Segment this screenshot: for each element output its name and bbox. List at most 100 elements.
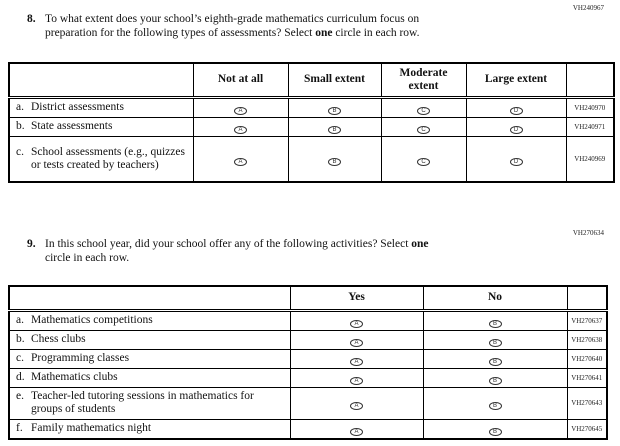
answer-bubble-small-extent[interactable]: B xyxy=(328,125,341,134)
option-cell: B xyxy=(422,418,568,439)
table-2-header-no: No xyxy=(422,285,568,312)
answer-bubble-yes[interactable]: A xyxy=(350,319,363,328)
row-label-cell: b. Chess clubs xyxy=(8,329,291,350)
row-item-code: VH240971 xyxy=(565,116,615,137)
table-1-header-small-extent: Small extent xyxy=(287,62,382,99)
table-1-header-moderate-extent: Moderate extent xyxy=(380,62,467,99)
row-label: School assessments (e.g., quizzes or tes… xyxy=(31,145,185,171)
row-letter: b. xyxy=(16,120,25,132)
option-cell: A xyxy=(289,418,424,439)
answer-bubble-small-extent[interactable]: B xyxy=(328,157,341,166)
table-row-teacher-led-tutoring: e. Teacher-led tutoring sessions in mathe… xyxy=(8,386,608,420)
row-label-cell: c. Programming classes xyxy=(8,348,291,369)
option-cell: B xyxy=(422,309,568,331)
answer-bubble-no[interactable]: B xyxy=(488,427,502,436)
row-item-code: VH270645 xyxy=(566,418,608,439)
option-cell: B xyxy=(422,348,568,369)
table-row-state-assessments: b. State assessments A B C D VH240971 xyxy=(8,116,615,137)
option-cell: C xyxy=(380,116,467,137)
answer-bubble-no[interactable]: B xyxy=(488,376,502,385)
option-cell: B xyxy=(287,96,382,118)
answer-bubble-large-extent[interactable]: D xyxy=(509,125,523,134)
option-cell: B xyxy=(422,367,568,388)
table-row-mathematics-competitions: a. Mathematics competitions A B VH270637 xyxy=(8,309,608,331)
row-label-cell: e. Teacher-led tutoring sessions in mathe… xyxy=(8,386,291,420)
answer-bubble-moderate-extent[interactable]: C xyxy=(417,106,430,115)
question-8-text: To what extent does your school’s eighth… xyxy=(45,13,550,40)
question-text-segment: circle in each row. xyxy=(332,26,420,39)
question-text-segment: To what extent does your school’s eighth… xyxy=(45,13,420,25)
answer-bubble-not-at-all[interactable]: A xyxy=(234,125,247,134)
option-cell: D xyxy=(465,96,567,118)
row-letter: f. xyxy=(16,422,23,434)
row-label: District assessments xyxy=(31,101,124,113)
question-9-line: 9. In this school year, did your school … xyxy=(0,238,613,265)
answer-bubble-no[interactable]: B xyxy=(488,402,502,410)
row-label: Programming classes xyxy=(31,352,130,364)
answer-bubble-no[interactable]: B xyxy=(488,357,502,366)
table-2-empty-corner-cell xyxy=(8,285,291,312)
table-row-school-assessments: c. School assessments (e.g., quizzes or t… xyxy=(8,135,615,183)
answer-bubble-yes[interactable]: A xyxy=(350,357,363,366)
answer-bubble-large-extent[interactable]: D xyxy=(509,157,523,166)
option-cell: A xyxy=(289,329,424,350)
row-item-code: VH270638 xyxy=(566,329,608,350)
question-8-answer-table: Not at all Small extent Moderate extent … xyxy=(8,62,615,183)
option-cell: C xyxy=(380,135,467,183)
answer-bubble-yes[interactable]: A xyxy=(350,402,363,410)
answer-bubble-moderate-extent[interactable]: C xyxy=(417,157,430,166)
answer-bubble-no[interactable]: B xyxy=(488,338,502,347)
answer-bubble-not-at-all[interactable]: A xyxy=(234,157,247,166)
question-text-segment: circle in each row. xyxy=(45,251,130,264)
option-cell: B xyxy=(287,135,382,183)
table-1-header-not-at-all: Not at all xyxy=(192,62,289,99)
row-label-cell: f. Family mathematics night xyxy=(8,418,291,439)
answer-bubble-yes[interactable]: A xyxy=(350,376,363,385)
answer-bubble-small-extent[interactable]: B xyxy=(328,106,341,115)
answer-bubble-moderate-extent[interactable]: C xyxy=(417,125,430,134)
row-letter: a. xyxy=(16,101,24,113)
table-2-header-yes: Yes xyxy=(289,285,424,312)
answer-bubble-not-at-all[interactable]: A xyxy=(234,106,247,115)
row-letter: e. xyxy=(16,390,24,402)
option-cell: A xyxy=(289,367,424,388)
answer-bubble-large-extent[interactable]: D xyxy=(509,106,523,115)
row-item-code: VH270641 xyxy=(566,367,608,388)
table-1-header-row: Not at all Small extent Moderate extent … xyxy=(8,62,615,99)
table-2-header-row: Yes No xyxy=(8,285,608,312)
question-8-item-code: VH240967 xyxy=(572,4,604,12)
row-label: Chess clubs xyxy=(31,333,86,345)
row-item-code: VH270637 xyxy=(566,309,608,331)
option-cell: A xyxy=(289,386,424,420)
table-row-programming-classes: c. Programming classes A B VH270640 xyxy=(8,348,608,369)
table-row-mathematics-clubs: d. Mathematics clubs A B VH270641 xyxy=(8,367,608,388)
row-item-code: VH270643 xyxy=(566,386,608,420)
option-cell: D xyxy=(465,135,567,183)
table-1-header-large-extent: Large extent xyxy=(465,62,567,99)
table-1-empty-code-header xyxy=(565,62,615,99)
option-cell: A xyxy=(289,309,424,331)
question-text-bold-word: one xyxy=(411,238,429,250)
question-9-item-code: VH270634 xyxy=(572,229,604,237)
question-8-line: 8. To what extent does your school’s eig… xyxy=(0,13,613,40)
row-item-code: VH270640 xyxy=(566,348,608,369)
question-text-bold-word: one xyxy=(315,26,333,39)
row-letter: a. xyxy=(16,314,24,326)
row-label: Family mathematics night xyxy=(31,422,152,434)
table-row-chess-clubs: b. Chess clubs A B VH270638 xyxy=(8,329,608,350)
question-9-text: In this school year, did your school off… xyxy=(45,238,550,265)
option-cell: B xyxy=(422,329,568,350)
answer-bubble-yes[interactable]: A xyxy=(350,338,363,347)
option-cell: B xyxy=(287,116,382,137)
row-label-cell: d. Mathematics clubs xyxy=(8,367,291,388)
table-2-empty-code-header xyxy=(566,285,608,312)
answer-bubble-yes[interactable]: A xyxy=(350,427,363,436)
row-label: Mathematics competitions xyxy=(31,314,153,326)
option-cell: A xyxy=(192,116,289,137)
row-item-code: VH240969 xyxy=(565,135,615,183)
question-8: VH240967 8. To what extent does your sch… xyxy=(0,4,613,40)
row-label: Teacher-led tutoring sessions in mathema… xyxy=(31,390,254,415)
row-label-cell: a. District assessments xyxy=(8,96,194,118)
answer-bubble-no[interactable]: B xyxy=(488,319,502,328)
